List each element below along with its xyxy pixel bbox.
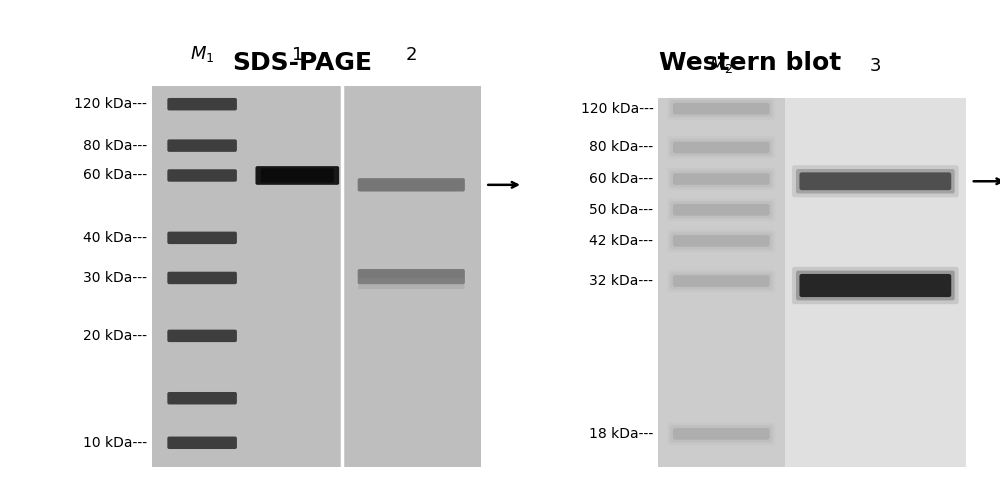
- FancyBboxPatch shape: [673, 103, 770, 114]
- FancyBboxPatch shape: [167, 232, 237, 244]
- Text: SDS-PAGE: SDS-PAGE: [232, 50, 372, 75]
- Text: $M_1$: $M_1$: [190, 44, 214, 64]
- FancyBboxPatch shape: [792, 267, 959, 304]
- FancyBboxPatch shape: [667, 168, 775, 190]
- FancyBboxPatch shape: [673, 235, 770, 247]
- Bar: [784, 98, 966, 467]
- Bar: [152, 86, 481, 467]
- Text: 10 kDa---: 10 kDa---: [83, 436, 147, 450]
- FancyBboxPatch shape: [667, 270, 775, 292]
- Text: 50 kDa---: 50 kDa---: [589, 203, 653, 217]
- Text: 20 kDa---: 20 kDa---: [83, 329, 147, 343]
- FancyBboxPatch shape: [670, 233, 772, 249]
- Text: 32 kDa---: 32 kDa---: [589, 274, 653, 288]
- FancyBboxPatch shape: [358, 278, 464, 289]
- Text: 18 kDa---: 18 kDa---: [589, 427, 653, 441]
- FancyBboxPatch shape: [167, 169, 237, 182]
- Text: 80 kDa---: 80 kDa---: [589, 141, 653, 154]
- Text: $M_2$: $M_2$: [709, 55, 733, 75]
- FancyBboxPatch shape: [673, 428, 770, 440]
- FancyBboxPatch shape: [670, 273, 772, 290]
- FancyBboxPatch shape: [799, 274, 951, 297]
- FancyBboxPatch shape: [670, 139, 772, 156]
- FancyBboxPatch shape: [673, 275, 770, 287]
- FancyBboxPatch shape: [167, 140, 237, 152]
- FancyBboxPatch shape: [667, 98, 775, 120]
- FancyBboxPatch shape: [796, 271, 955, 300]
- FancyBboxPatch shape: [670, 201, 772, 218]
- FancyBboxPatch shape: [167, 392, 237, 404]
- FancyBboxPatch shape: [673, 204, 770, 216]
- FancyBboxPatch shape: [667, 136, 775, 158]
- FancyBboxPatch shape: [667, 198, 775, 221]
- FancyBboxPatch shape: [167, 330, 237, 342]
- Text: 1: 1: [292, 46, 303, 64]
- FancyBboxPatch shape: [167, 272, 237, 284]
- Text: 30 kDa---: 30 kDa---: [83, 271, 147, 285]
- Text: 40 kDa---: 40 kDa---: [83, 231, 147, 245]
- FancyBboxPatch shape: [673, 173, 770, 185]
- FancyBboxPatch shape: [792, 165, 959, 198]
- Text: 42 kDa---: 42 kDa---: [589, 234, 653, 248]
- FancyBboxPatch shape: [670, 171, 772, 188]
- FancyBboxPatch shape: [670, 425, 772, 443]
- FancyBboxPatch shape: [255, 166, 339, 185]
- Text: 60 kDa---: 60 kDa---: [83, 168, 147, 183]
- Text: 80 kDa---: 80 kDa---: [83, 139, 147, 152]
- FancyBboxPatch shape: [167, 437, 237, 449]
- Bar: [658, 98, 784, 467]
- FancyBboxPatch shape: [358, 178, 465, 192]
- FancyBboxPatch shape: [670, 100, 772, 117]
- Text: 120 kDa---: 120 kDa---: [581, 101, 653, 116]
- Text: Western blot: Western blot: [659, 50, 841, 75]
- FancyBboxPatch shape: [673, 142, 770, 153]
- FancyBboxPatch shape: [667, 230, 775, 252]
- Text: 3: 3: [870, 57, 881, 75]
- FancyBboxPatch shape: [667, 423, 775, 445]
- FancyBboxPatch shape: [167, 98, 237, 110]
- Text: 60 kDa---: 60 kDa---: [589, 172, 653, 186]
- FancyBboxPatch shape: [261, 168, 334, 183]
- Text: 2: 2: [406, 46, 417, 64]
- FancyBboxPatch shape: [358, 269, 465, 284]
- FancyBboxPatch shape: [799, 172, 951, 190]
- Text: 120 kDa---: 120 kDa---: [74, 97, 147, 111]
- FancyBboxPatch shape: [796, 169, 955, 194]
